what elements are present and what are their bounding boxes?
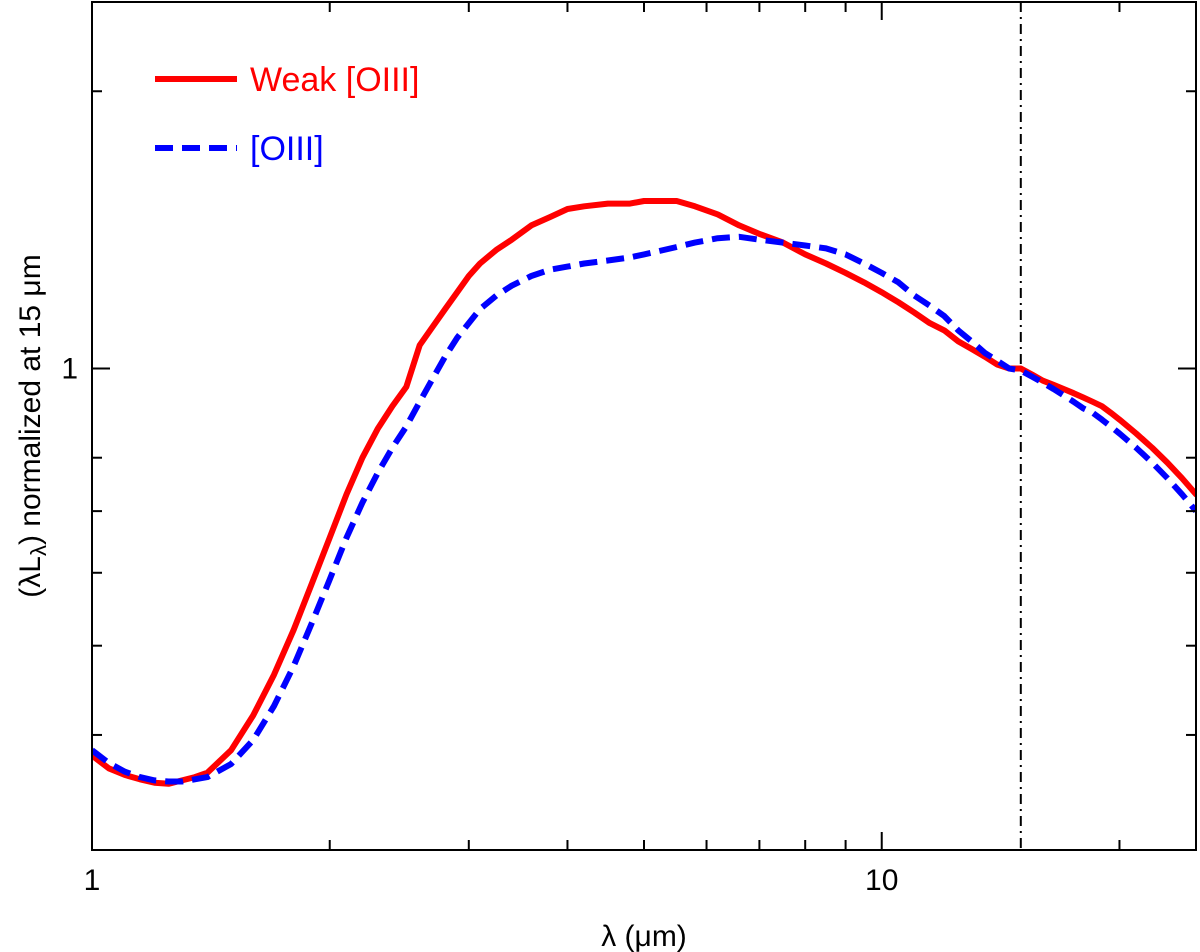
y-axis-title-sub: λ xyxy=(26,545,51,556)
legend-label-oiii: [OIII] xyxy=(250,130,324,168)
ticks-group: 1 10 1 xyxy=(61,2,1196,897)
x-axis-title: λ (μm) xyxy=(601,920,687,952)
y-axis-title-open: (λL xyxy=(14,556,47,598)
x-tick-label: 1 xyxy=(84,864,101,897)
y-tick-label: 1 xyxy=(61,352,78,385)
y-axis-title: (λLλ) normalized at 15 μm xyxy=(14,254,51,597)
series-group xyxy=(92,198,1196,787)
legend-label-weak-oiii: Weak [OIII] xyxy=(250,61,419,99)
series-line-oiii xyxy=(92,233,1196,785)
series-line-weak-oiii xyxy=(92,198,1196,787)
legend: Weak [OIII] [OIII] xyxy=(155,61,419,168)
x-tick-label: 10 xyxy=(865,864,898,897)
y-axis-title-close: ) normalized at 15 μm xyxy=(14,254,47,545)
